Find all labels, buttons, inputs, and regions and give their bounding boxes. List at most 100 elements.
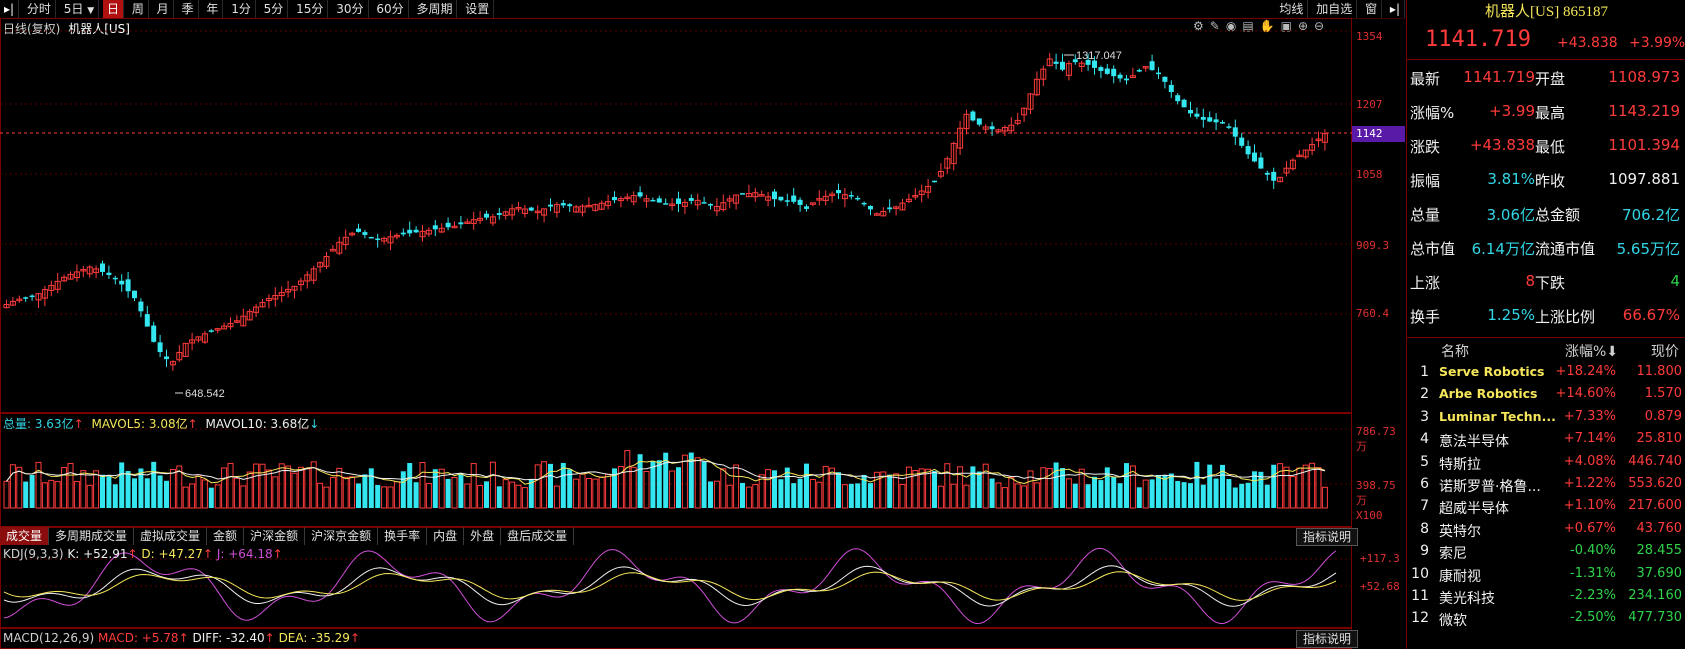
indicator-tab[interactable]: 内盘 xyxy=(427,527,465,545)
list-item[interactable]: 10 康耐视 -1.31% 37.690 xyxy=(1407,563,1685,587)
volume-bar xyxy=(733,464,740,509)
candle-body xyxy=(617,198,624,202)
col-pct-header[interactable]: 涨幅%⬇ xyxy=(1565,341,1618,361)
list-item[interactable]: 6 诺斯罗普·格鲁... +1.22% 553.620 xyxy=(1407,473,1685,497)
window-button[interactable]: 窗 xyxy=(1361,0,1383,18)
candle-body xyxy=(1136,70,1142,72)
candle-body xyxy=(157,342,163,353)
row-price: 11.800 xyxy=(1636,364,1683,379)
volume-bar xyxy=(93,470,100,509)
settings-icon[interactable]: ⚙ xyxy=(1193,19,1210,33)
toolbar-item-week[interactable]: 周 xyxy=(128,0,149,18)
menu-icon[interactable]: ▸| xyxy=(0,0,20,18)
volume-bar xyxy=(1040,467,1047,509)
collapse-icon[interactable]: ▸| xyxy=(1386,0,1405,18)
toolbar-item-multi-period[interactable]: 多周期 xyxy=(412,0,458,18)
candle-body xyxy=(1220,122,1225,124)
volume-bar xyxy=(720,468,727,509)
toolbar-item-30min[interactable]: 30分 xyxy=(332,0,369,18)
macd-explain-button[interactable]: 指标说明 xyxy=(1296,630,1359,648)
volume-bar xyxy=(368,468,374,508)
toolbar-item-5min[interactable]: 5分 xyxy=(260,0,289,18)
indicator-tab[interactable]: 换手率 xyxy=(378,527,428,545)
list-item[interactable]: 9 索尼 -0.40% 28.455 xyxy=(1407,540,1685,564)
macd-value: MACD: +5.78 xyxy=(97,631,179,645)
candle-body xyxy=(362,232,368,235)
list-item[interactable]: 2 Arbe Robotics +14.60% 1.570 xyxy=(1407,383,1685,407)
list-item[interactable]: 3 Luminar Techn... +7.33% 0.879 xyxy=(1407,406,1685,430)
lock-icon[interactable]: ▣ xyxy=(1280,19,1298,33)
indicator-tab[interactable]: 多周期成交量 xyxy=(49,527,135,545)
kdj-explain-button[interactable]: 指标说明 xyxy=(1296,528,1359,546)
volume-bar xyxy=(880,471,887,509)
indicator-tab[interactable]: 沪深金额 xyxy=(244,527,306,545)
volume-bar xyxy=(458,473,464,508)
candle-body xyxy=(521,208,528,214)
toolbar-item-fenshi[interactable]: 分时 xyxy=(23,0,56,18)
indicator-tab[interactable]: 外盘 xyxy=(464,527,502,545)
layers-icon[interactable]: ▤ xyxy=(1242,19,1260,33)
toolbar-item-quarter[interactable]: 季 xyxy=(178,0,199,18)
hand-icon[interactable]: ✋ xyxy=(1259,19,1281,33)
list-item[interactable]: 1 Serve Robotics +18.24% 11.800 xyxy=(1407,361,1685,385)
list-item[interactable]: 8 英特尔 +0.67% 43.760 xyxy=(1407,518,1685,542)
quote-label: 上涨比例 xyxy=(1535,308,1596,326)
volume-bar xyxy=(176,465,183,509)
quote-value: +43.838 xyxy=(1469,136,1535,154)
candle-body xyxy=(637,192,643,197)
toolbar-item-day[interactable]: 日 xyxy=(102,0,124,18)
list-item[interactable]: 5 特斯拉 +4.08% 446.740 xyxy=(1407,451,1685,475)
quote-value: 4 xyxy=(1670,272,1680,290)
candle-body xyxy=(48,284,55,291)
volume-bar xyxy=(1021,485,1028,509)
ma-toggle-button[interactable]: 均线 xyxy=(1275,0,1309,18)
indicator-tab[interactable]: 金额 xyxy=(207,527,245,545)
indicator-tab[interactable]: 盘后成交量 xyxy=(501,527,575,545)
toolbar-item-15min[interactable]: 15分 xyxy=(292,0,329,18)
row-pct: +7.14% xyxy=(1563,431,1616,447)
zoom-out-icon[interactable]: ⊖ xyxy=(1314,19,1331,33)
toolbar-item-5day[interactable]: 5日 ▼ xyxy=(60,0,100,18)
candle-body xyxy=(400,232,406,235)
quote-label: 最高 xyxy=(1535,104,1566,122)
toolbar-item-month[interactable]: 月 xyxy=(153,0,174,18)
kdj-panel[interactable] xyxy=(0,527,1352,628)
list-item[interactable]: 12 微软 -2.50% 477.730 xyxy=(1407,607,1685,631)
volume-bar xyxy=(1124,463,1129,508)
toolbar-item-1min[interactable]: 1分 xyxy=(227,0,256,18)
indicator-tab[interactable]: 虚拟成交量 xyxy=(134,527,208,545)
volume-panel[interactable] xyxy=(0,413,1352,527)
toolbar-item-settings[interactable]: 设置 xyxy=(461,0,495,18)
volume-bar xyxy=(905,466,912,509)
eye-icon[interactable]: ◉ xyxy=(1225,19,1243,33)
candle-body xyxy=(605,201,612,206)
list-item[interactable]: 7 超威半导体 +1.10% 217.600 xyxy=(1407,495,1685,519)
add-watchlist-button[interactable]: 加自选 xyxy=(1312,0,1358,18)
candle-body xyxy=(1040,68,1047,80)
volume-bar xyxy=(362,474,368,508)
volume-bar xyxy=(1001,487,1008,509)
volume-bar xyxy=(438,468,445,509)
kline-panel[interactable] xyxy=(0,18,1352,413)
toolbar-item-year[interactable]: 年 xyxy=(202,0,224,18)
list-item[interactable]: 4 意法半导体 +7.14% 25.810 xyxy=(1407,428,1685,452)
candle-body xyxy=(868,205,873,210)
indicator-tab[interactable]: 沪深京金额 xyxy=(305,527,379,545)
col-price-header[interactable]: 现价 xyxy=(1651,344,1679,360)
row-price: 477.730 xyxy=(1628,610,1682,626)
candle-body xyxy=(663,203,669,205)
candle-body xyxy=(1239,137,1245,146)
col-name-header[interactable]: 名称 xyxy=(1441,344,1469,360)
price-axis-label: 1058 xyxy=(1356,168,1383,181)
indicator-tabs: 成交量 多周期成交量 虚拟成交量 金额 沪深金额 沪深京金额 换手率 内盘 外盘 盘后成交量 xyxy=(0,527,1350,545)
quote-label: 涨幅% xyxy=(1410,104,1455,122)
indicator-tab[interactable]: 成交量 xyxy=(0,527,50,545)
volume-bar xyxy=(125,470,131,508)
draw-line-icon[interactable]: ✎ xyxy=(1209,19,1226,33)
toolbar-item-60min[interactable]: 60分 xyxy=(372,0,409,18)
list-item[interactable]: 11 美光科技 -2.23% 234.160 xyxy=(1407,585,1685,609)
volume-bar xyxy=(982,463,989,509)
volume-bar xyxy=(726,484,733,509)
zoom-in-icon[interactable]: ⊕ xyxy=(1297,19,1315,33)
macd-name: MACD(12,26,9) xyxy=(3,631,95,645)
